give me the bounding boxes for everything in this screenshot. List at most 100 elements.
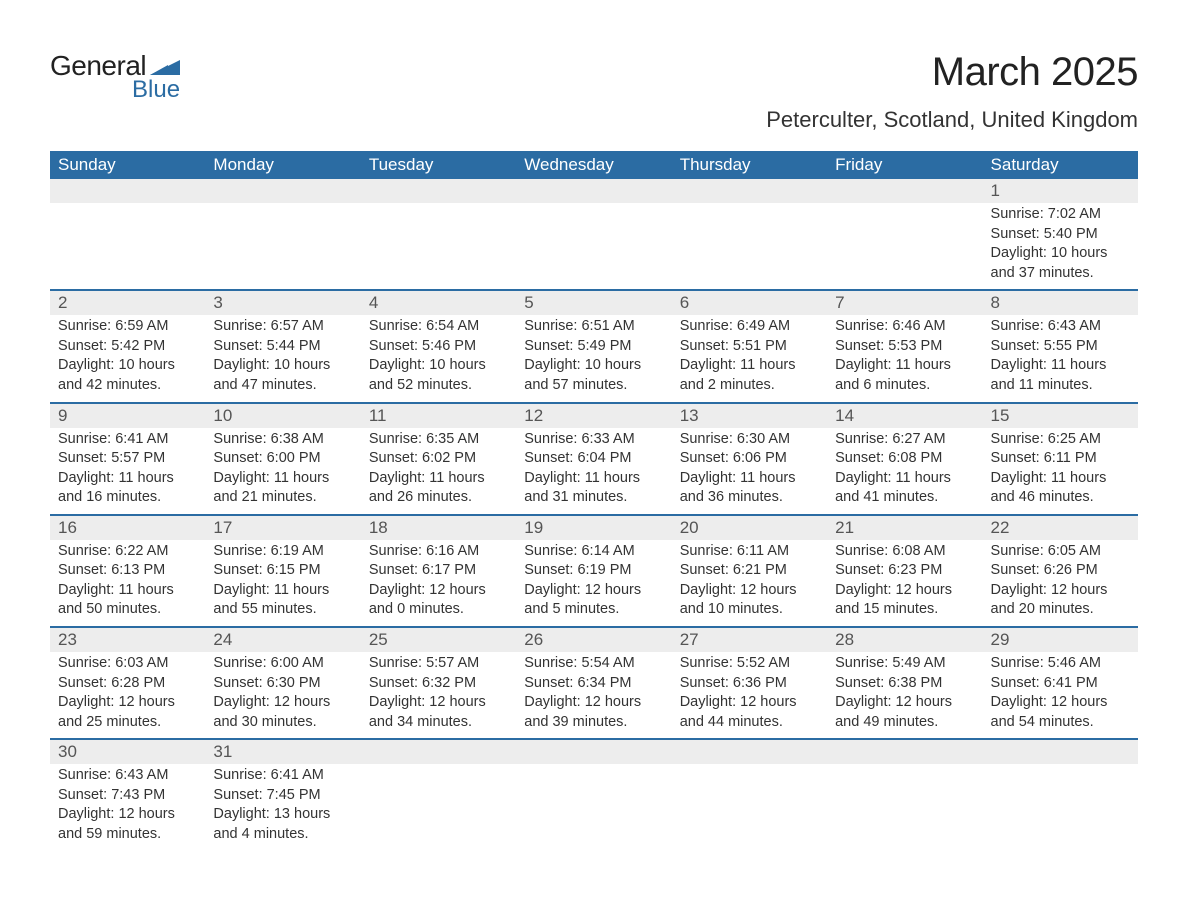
day-sunrise: Sunrise: 6:43 AM <box>991 317 1130 337</box>
day-number-cell: 3 <box>205 290 360 315</box>
day-details-cell: Sunrise: 6:16 AMSunset: 6:17 PMDaylight:… <box>361 540 516 627</box>
month-title: March 2025 <box>766 50 1138 95</box>
brand-logo: General Blue <box>50 50 180 104</box>
day-details-cell: Sunrise: 6:35 AMSunset: 6:02 PMDaylight:… <box>361 428 516 515</box>
day-sunset: Sunset: 6:02 PM <box>369 449 508 469</box>
day-sunset: Sunset: 6:41 PM <box>991 674 1130 694</box>
day-daylight1: Daylight: 11 hours <box>369 469 508 489</box>
day-sunset: Sunset: 6:13 PM <box>58 561 197 581</box>
day-sunset: Sunset: 6:06 PM <box>680 449 819 469</box>
day-details-cell: Sunrise: 6:41 AMSunset: 7:45 PMDaylight:… <box>205 764 360 850</box>
day-number-cell: 20 <box>672 515 827 540</box>
day-daylight1: Daylight: 11 hours <box>991 469 1130 489</box>
day-daylight1: Daylight: 12 hours <box>58 693 197 713</box>
day-daylight2: and 31 minutes. <box>524 488 663 508</box>
week-daynum-row: 9101112131415 <box>50 403 1138 428</box>
day-number-cell <box>361 739 516 764</box>
day-number-cell: 23 <box>50 627 205 652</box>
day-details-cell <box>827 203 982 290</box>
day-number-cell: 12 <box>516 403 671 428</box>
day-daylight1: Daylight: 12 hours <box>680 581 819 601</box>
day-details-cell <box>672 764 827 850</box>
day-number-cell: 24 <box>205 627 360 652</box>
day-number-cell: 2 <box>50 290 205 315</box>
day-details-cell: Sunrise: 6:57 AMSunset: 5:44 PMDaylight:… <box>205 315 360 402</box>
day-number-cell: 17 <box>205 515 360 540</box>
day-number-cell: 15 <box>983 403 1138 428</box>
day-sunset: Sunset: 6:28 PM <box>58 674 197 694</box>
day-number-cell <box>672 179 827 203</box>
day-daylight1: Daylight: 11 hours <box>680 469 819 489</box>
day-sunrise: Sunrise: 7:02 AM <box>991 205 1130 225</box>
day-daylight1: Daylight: 12 hours <box>524 581 663 601</box>
day-details-cell: Sunrise: 6:33 AMSunset: 6:04 PMDaylight:… <box>516 428 671 515</box>
day-sunrise: Sunrise: 6:57 AM <box>213 317 352 337</box>
day-details-cell: Sunrise: 6:27 AMSunset: 6:08 PMDaylight:… <box>827 428 982 515</box>
day-details-cell: Sunrise: 5:54 AMSunset: 6:34 PMDaylight:… <box>516 652 671 739</box>
day-details-cell: Sunrise: 6:43 AMSunset: 7:43 PMDaylight:… <box>50 764 205 850</box>
day-details-cell <box>50 203 205 290</box>
day-number-cell: 22 <box>983 515 1138 540</box>
day-details-cell: Sunrise: 5:57 AMSunset: 6:32 PMDaylight:… <box>361 652 516 739</box>
day-number-cell: 25 <box>361 627 516 652</box>
day-daylight2: and 47 minutes. <box>213 376 352 396</box>
day-number-cell: 28 <box>827 627 982 652</box>
day-daylight1: Daylight: 12 hours <box>991 693 1130 713</box>
day-daylight1: Daylight: 12 hours <box>835 581 974 601</box>
week-details-row: Sunrise: 6:43 AMSunset: 7:43 PMDaylight:… <box>50 764 1138 850</box>
day-number-cell <box>361 179 516 203</box>
day-daylight1: Daylight: 10 hours <box>524 356 663 376</box>
day-sunrise: Sunrise: 6:14 AM <box>524 542 663 562</box>
week-details-row: Sunrise: 6:59 AMSunset: 5:42 PMDaylight:… <box>50 315 1138 402</box>
day-details-cell: Sunrise: 6:22 AMSunset: 6:13 PMDaylight:… <box>50 540 205 627</box>
day-number-cell <box>672 739 827 764</box>
day-sunset: Sunset: 5:51 PM <box>680 337 819 357</box>
day-daylight1: Daylight: 11 hours <box>991 356 1130 376</box>
day-sunset: Sunset: 6:08 PM <box>835 449 974 469</box>
day-sunset: Sunset: 6:19 PM <box>524 561 663 581</box>
day-details-cell: Sunrise: 6:14 AMSunset: 6:19 PMDaylight:… <box>516 540 671 627</box>
day-sunrise: Sunrise: 6:43 AM <box>58 766 197 786</box>
day-daylight2: and 25 minutes. <box>58 713 197 733</box>
day-daylight1: Daylight: 11 hours <box>58 469 197 489</box>
day-details-cell <box>827 764 982 850</box>
day-number-cell: 31 <box>205 739 360 764</box>
day-sunrise: Sunrise: 6:38 AM <box>213 430 352 450</box>
day-details-cell: Sunrise: 5:52 AMSunset: 6:36 PMDaylight:… <box>672 652 827 739</box>
day-daylight1: Daylight: 11 hours <box>58 581 197 601</box>
day-details-cell: Sunrise: 7:02 AMSunset: 5:40 PMDaylight:… <box>983 203 1138 290</box>
day-details-cell: Sunrise: 6:51 AMSunset: 5:49 PMDaylight:… <box>516 315 671 402</box>
day-daylight2: and 59 minutes. <box>58 825 197 845</box>
day-details-cell <box>516 764 671 850</box>
day-daylight2: and 11 minutes. <box>991 376 1130 396</box>
day-sunset: Sunset: 6:21 PM <box>680 561 819 581</box>
day-details-cell <box>361 764 516 850</box>
day-daylight2: and 42 minutes. <box>58 376 197 396</box>
day-sunrise: Sunrise: 6:08 AM <box>835 542 974 562</box>
week-daynum-row: 3031 <box>50 739 1138 764</box>
day-sunset: Sunset: 7:45 PM <box>213 786 352 806</box>
day-number-cell: 11 <box>361 403 516 428</box>
day-sunset: Sunset: 6:36 PM <box>680 674 819 694</box>
day-details-cell: Sunrise: 6:19 AMSunset: 6:15 PMDaylight:… <box>205 540 360 627</box>
day-details-cell: Sunrise: 6:11 AMSunset: 6:21 PMDaylight:… <box>672 540 827 627</box>
week-daynum-row: 2345678 <box>50 290 1138 315</box>
day-details-cell: Sunrise: 6:38 AMSunset: 6:00 PMDaylight:… <box>205 428 360 515</box>
day-daylight2: and 57 minutes. <box>524 376 663 396</box>
day-daylight1: Daylight: 11 hours <box>213 469 352 489</box>
day-sunset: Sunset: 6:26 PM <box>991 561 1130 581</box>
day-daylight2: and 21 minutes. <box>213 488 352 508</box>
day-sunrise: Sunrise: 6:33 AM <box>524 430 663 450</box>
day-sunrise: Sunrise: 6:22 AM <box>58 542 197 562</box>
day-sunrise: Sunrise: 6:30 AM <box>680 430 819 450</box>
day-number-cell <box>516 739 671 764</box>
day-details-cell: Sunrise: 6:49 AMSunset: 5:51 PMDaylight:… <box>672 315 827 402</box>
day-number-cell: 30 <box>50 739 205 764</box>
day-sunset: Sunset: 5:53 PM <box>835 337 974 357</box>
day-details-cell <box>672 203 827 290</box>
day-sunrise: Sunrise: 6:35 AM <box>369 430 508 450</box>
day-daylight1: Daylight: 10 hours <box>58 356 197 376</box>
day-daylight2: and 36 minutes. <box>680 488 819 508</box>
day-daylight2: and 34 minutes. <box>369 713 508 733</box>
day-sunrise: Sunrise: 5:46 AM <box>991 654 1130 674</box>
